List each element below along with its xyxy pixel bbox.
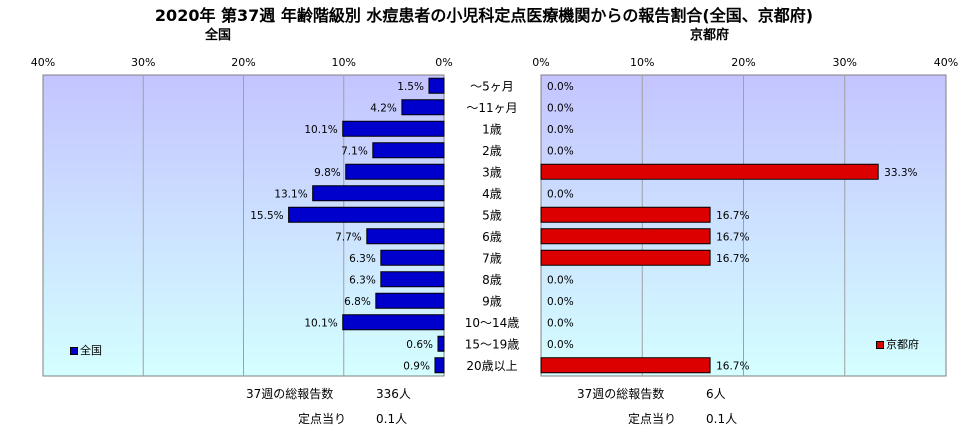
bar [540, 163, 879, 180]
data-label: 0.0% [547, 188, 574, 200]
bar [380, 271, 445, 288]
data-label: 10.1% [304, 317, 337, 329]
chart-title: 2020年 第37週 年齢階級別 水痘患者の小児科定点医療機関からの報告割合(全… [154, 6, 814, 25]
data-label: 9.8% [314, 167, 341, 179]
data-label: 16.7% [716, 253, 749, 265]
category-label: 7歳 [482, 251, 502, 265]
age-category-labels: ～5ヶ月 ～11ヶ月 1歳 2歳 3歳 4歳 5歳 6歳 7歳 8歳 9歳 10～14歳 15～19歳 2… [465, 79, 520, 373]
category-label: 20歳以上 [466, 359, 517, 373]
bar [401, 99, 445, 116]
data-label: 15.5% [250, 210, 283, 222]
category-label: 15～19歳 [465, 337, 520, 351]
x-tick-label: 30% [131, 56, 155, 69]
x-tick-label: 40% [31, 56, 55, 69]
x-tick-label: 20% [731, 56, 755, 69]
bar [312, 185, 445, 202]
bar [342, 120, 445, 137]
kyoto-legend-swatch [876, 341, 884, 349]
category-label: ～11ヶ月 [466, 101, 517, 115]
national-panel-title: 全国 [205, 28, 232, 43]
bar [345, 163, 445, 180]
data-label: 1.5% [397, 81, 424, 93]
kyoto-legend-label: 京都府 [886, 338, 919, 351]
national-legend-label: 全国 [80, 344, 102, 357]
data-label: 6.3% [349, 274, 376, 286]
data-label: 0.0% [547, 339, 574, 351]
kyoto-chart: 0% 10% 20% 30% 40% 0.0% 0.0% 0.0% 0.0% 33.3% 0.0% 1… [532, 56, 958, 377]
category-label: 10～14歳 [465, 316, 520, 330]
kyoto-total-value: 6人 [706, 387, 726, 401]
kyoto-per-label: 定点当り [628, 412, 677, 426]
bar [372, 142, 445, 159]
category-label: ～5ヶ月 [470, 79, 514, 93]
bar [540, 357, 711, 374]
bar [342, 314, 445, 331]
kyoto-per-value: 0.1人 [706, 412, 738, 426]
category-label: 8歳 [482, 273, 502, 287]
data-label: 6.8% [344, 296, 371, 308]
data-label: 16.7% [716, 360, 749, 372]
national-legend: 全国 [70, 342, 102, 358]
national-chart: 0% 10% 20% 30% 40% 1.5%4.2% 10.1% 7.1%9.8% 13.1%… [31, 56, 453, 377]
x-tick-label: 10% [630, 56, 654, 69]
data-label: 0.0% [547, 124, 574, 136]
kyoto-total-label: 37週の総報告数 [577, 387, 665, 401]
bar [428, 77, 445, 94]
data-label: 0.0% [547, 317, 574, 329]
bar [540, 228, 711, 245]
category-label: 9歳 [482, 294, 502, 308]
data-label: 16.7% [716, 231, 749, 243]
bar [380, 249, 445, 266]
data-label: 7.7% [335, 231, 362, 243]
data-label: 7.1% [341, 145, 368, 157]
bar [288, 206, 445, 223]
data-label: 4.2% [370, 102, 397, 114]
category-label: 5歳 [482, 208, 502, 222]
x-tick-label: 10% [332, 56, 356, 69]
national-per-value: 0.1人 [376, 412, 408, 426]
data-label: 0.0% [547, 145, 574, 157]
x-tick-label: 0% [532, 56, 549, 69]
data-label: 10.1% [304, 124, 337, 136]
x-tick-label: 20% [231, 56, 255, 69]
data-label: 0.6% [406, 339, 433, 351]
x-tick-label: 40% [934, 56, 958, 69]
data-label: 16.7% [716, 210, 749, 222]
kyoto-legend: 京都府 [876, 336, 919, 352]
x-tick-label: 0% [435, 56, 452, 69]
bar [366, 228, 445, 245]
national-total-label: 37週の総報告数 [246, 387, 334, 401]
data-label: 0.0% [547, 102, 574, 114]
bar [540, 249, 711, 266]
category-label: 2歳 [482, 144, 502, 158]
national-per-label: 定点当り [298, 412, 347, 426]
data-label: 13.1% [274, 188, 307, 200]
category-label: 3歳 [482, 165, 502, 179]
national-legend-swatch [70, 347, 78, 355]
category-label: 6歳 [482, 230, 502, 244]
data-label: 0.0% [547, 81, 574, 93]
bar [375, 292, 445, 309]
bar [437, 335, 445, 352]
data-label: 0.0% [547, 296, 574, 308]
bar [540, 206, 711, 223]
x-tick-label: 30% [833, 56, 857, 69]
data-label: 0.9% [403, 360, 430, 372]
data-label: 6.3% [349, 253, 376, 265]
data-label: 33.3% [884, 167, 917, 179]
data-label: 0.0% [547, 274, 574, 286]
kyoto-panel-title: 京都府 [690, 28, 730, 43]
national-total-value: 336人 [376, 387, 411, 401]
bar [434, 357, 445, 374]
category-label: 1歳 [482, 122, 502, 136]
category-label: 4歳 [482, 187, 502, 201]
